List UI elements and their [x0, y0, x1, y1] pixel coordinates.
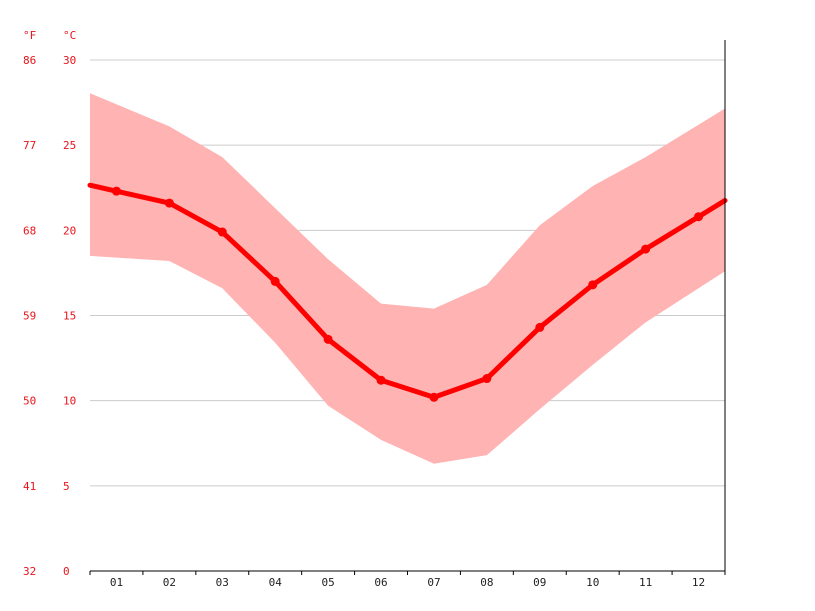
y-tick-label-c: 30	[63, 54, 76, 67]
y-tick-label-f: 41	[23, 480, 36, 493]
fahrenheit-unit-label: °F	[23, 29, 36, 42]
y-tick-labels: 32 0 41 5 50 10 59 15 68 20 77 25 86 30	[23, 54, 76, 578]
x-tick-label-12: 12	[692, 576, 705, 589]
x-tick-label-11: 11	[639, 576, 652, 589]
x-tick-label-03: 03	[216, 576, 229, 589]
data-points	[111, 186, 704, 402]
x-tick-label-06: 06	[374, 576, 387, 589]
x-tick-label-05: 05	[322, 576, 335, 589]
x-tick-label-07: 07	[427, 576, 440, 589]
data-point-08	[482, 374, 492, 384]
data-point-11	[641, 244, 651, 254]
data-point-03	[217, 227, 227, 237]
data-point-05	[323, 334, 333, 344]
data-point-02	[164, 198, 174, 208]
y-tick-label-c: 0	[63, 565, 70, 578]
data-point-10	[588, 280, 598, 290]
data-point-04	[270, 276, 280, 286]
y-tick-label-c: 10	[63, 395, 76, 408]
celsius-unit-label: °C	[63, 29, 76, 42]
data-point-12	[694, 212, 704, 222]
y-tick-label-c: 15	[63, 310, 76, 323]
data-point-07	[429, 392, 439, 402]
y-tick-label-c: 25	[63, 139, 76, 152]
temperature-range-band	[90, 93, 725, 464]
data-point-01	[111, 186, 121, 196]
x-tick-label-04: 04	[269, 576, 283, 589]
y-tick-label-f: 59	[23, 310, 36, 323]
x-tick-label-02: 02	[163, 576, 176, 589]
data-point-06	[376, 375, 386, 385]
y-tick-label-f: 77	[23, 139, 36, 152]
y-tick-label-f: 50	[23, 395, 36, 408]
y-tick-label-f: 86	[23, 54, 36, 67]
y-tick-label-c: 20	[63, 224, 76, 237]
x-tick-label-09: 09	[533, 576, 546, 589]
x-tick-marks	[89, 571, 726, 575]
y-tick-label-f: 68	[23, 224, 36, 237]
x-tick-label-08: 08	[480, 576, 493, 589]
data-point-09	[535, 322, 545, 332]
x-tick-labels: 01 02 03 04 05 06 07 08 09 10 11 12	[110, 576, 705, 589]
y-tick-label-c: 5	[63, 480, 70, 493]
average-temperature-line	[87, 182, 728, 400]
x-tick-label-10: 10	[586, 576, 599, 589]
y-tick-label-f: 32	[23, 565, 36, 578]
x-tick-label-01: 01	[110, 576, 123, 589]
